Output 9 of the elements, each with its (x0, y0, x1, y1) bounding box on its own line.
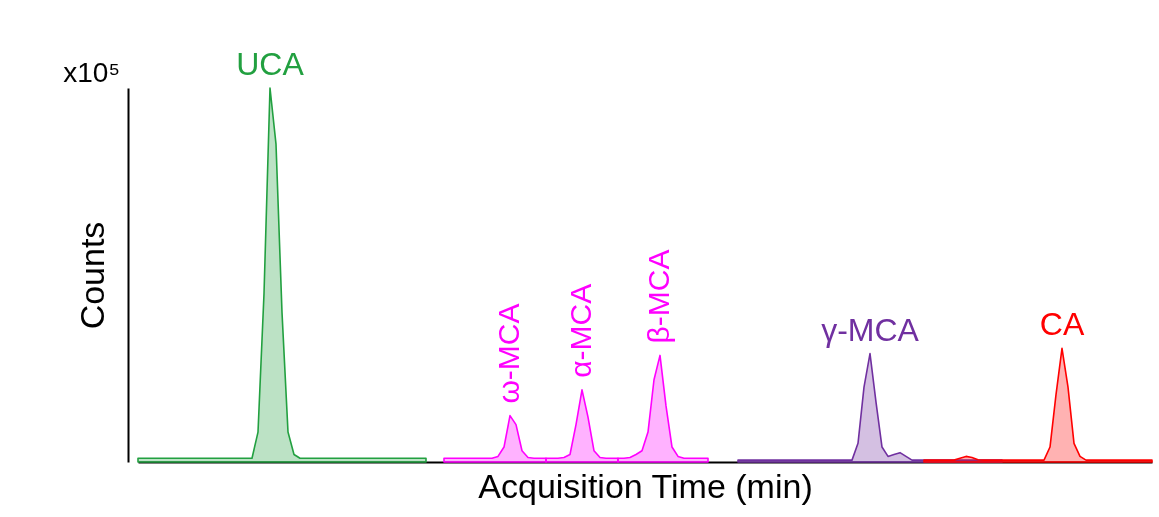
text: α-MCA (564, 283, 597, 378)
text: x10⁵ (63, 57, 120, 88)
text: ω-MCA (492, 303, 525, 404)
series-label: CA (1039, 306, 1085, 343)
y-axis-title: Counts (72, 221, 111, 330)
x-axis-title: Acquisition Time (min) (478, 466, 813, 505)
text: β-MCA (642, 249, 675, 344)
series-label: UCA (236, 46, 305, 82)
series-label: γ-MCA (821, 311, 920, 348)
